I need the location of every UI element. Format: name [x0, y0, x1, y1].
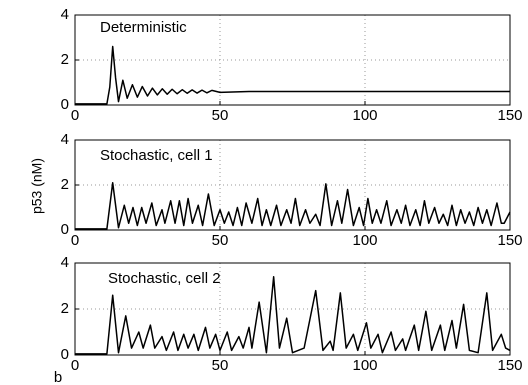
axes-frame [74, 139, 511, 231]
x-tick-label: 100 [352, 357, 377, 374]
x-tick-label: 150 [497, 232, 522, 249]
x-tick-label: 0 [71, 357, 79, 374]
x-tick-label: 50 [212, 357, 229, 374]
y-tick-label: 2 [61, 51, 69, 68]
y-axis-label: p53 (nM) [29, 158, 45, 214]
line [75, 182, 511, 230]
y-tick-label: 4 [61, 131, 69, 148]
line [75, 45, 510, 105]
y-tick-label: 4 [61, 6, 69, 23]
y-tick-label: 4 [61, 254, 69, 271]
axes-frame [74, 14, 511, 106]
axes-frame [74, 262, 511, 356]
x-tick-label: 100 [352, 107, 377, 124]
y-tick-label: 0 [61, 346, 69, 363]
x-tick-label: 150 [497, 357, 522, 374]
y-tick-label: 2 [61, 176, 69, 193]
y-tick-label: 0 [61, 221, 69, 238]
x-tick-label: 50 [212, 232, 229, 249]
panel-title: Stochastic, cell 2 [108, 270, 221, 287]
x-tick-label: 0 [71, 232, 79, 249]
panel-title: Deterministic [100, 19, 187, 36]
x-tick-label: 50 [212, 107, 229, 124]
panel-label: b [54, 369, 62, 385]
y-tick-label: 0 [61, 96, 69, 113]
x-tick-label: 0 [71, 107, 79, 124]
line [75, 276, 511, 355]
x-tick-label: 150 [497, 107, 522, 124]
y-tick-label: 2 [61, 300, 69, 317]
x-tick-label: 100 [352, 232, 377, 249]
panel-title: Stochastic, cell 1 [100, 147, 213, 164]
